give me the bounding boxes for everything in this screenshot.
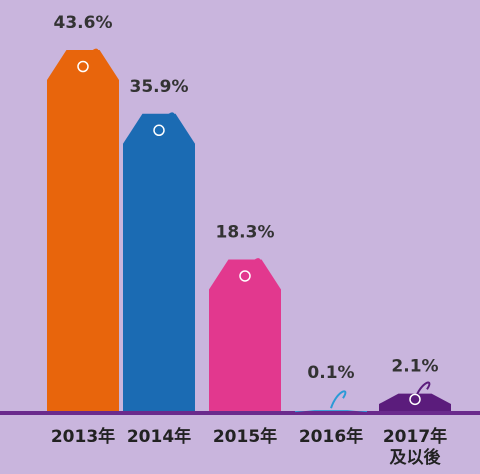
- plot: 43.6% 35.9% 18.3% 0.1% 2.1%: [0, 0, 480, 474]
- value-label: 43.6%: [54, 13, 113, 33]
- value-label: 18.3%: [216, 222, 275, 242]
- chart: 43.6%35.9%18.3%0.1%2.1% 2013年2014年2015年2…: [0, 0, 480, 474]
- x-tick-label: 2017年 及以後: [370, 427, 460, 469]
- bar: [379, 394, 451, 411]
- x-tick-label: 2014年: [114, 427, 204, 448]
- x-tick-label: 2016年: [286, 427, 376, 448]
- bar: [47, 50, 119, 411]
- value-label: 0.1%: [307, 363, 354, 383]
- bar: [123, 114, 195, 411]
- value-label: 2.1%: [391, 357, 438, 377]
- value-label: 35.9%: [130, 77, 189, 97]
- x-tick-label: 2015年: [200, 427, 290, 448]
- tag-string: [331, 391, 345, 408]
- bar: [209, 259, 281, 411]
